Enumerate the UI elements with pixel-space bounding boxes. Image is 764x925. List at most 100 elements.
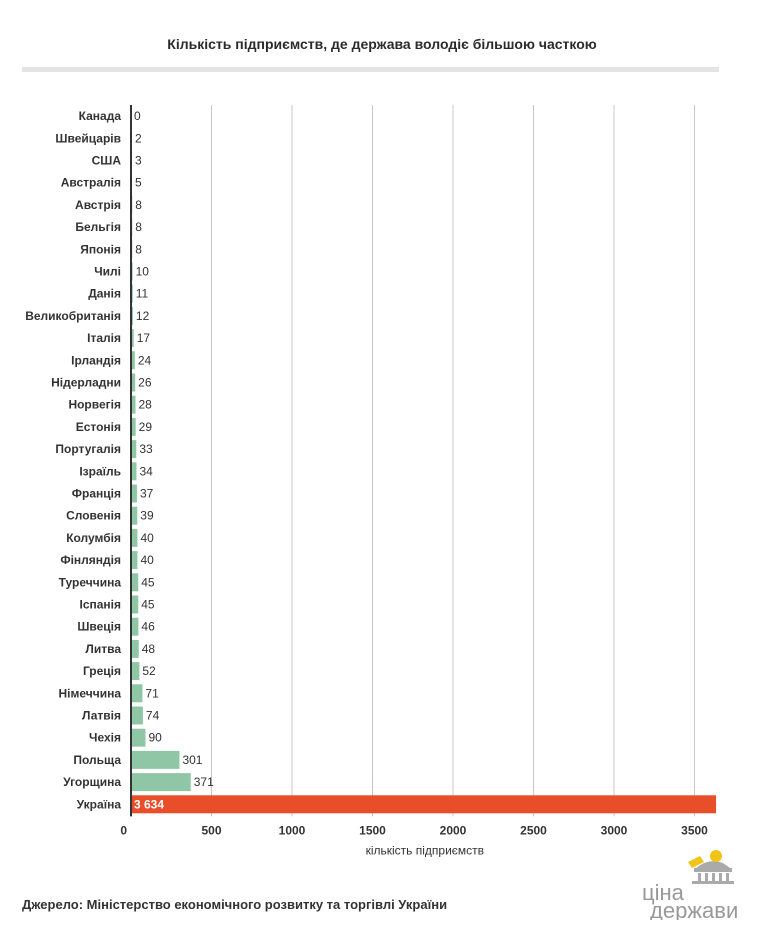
category-label: Туреччина: [59, 575, 122, 589]
bar: [131, 728, 146, 747]
value-label: 301: [182, 753, 202, 767]
category-labels: Канада Швейцарів США Австралія Австрія Бельгі…: [25, 109, 121, 811]
value-label: 371: [194, 775, 214, 789]
category-label: Нідерладни: [51, 376, 121, 390]
bar: [131, 351, 135, 370]
bar: [131, 773, 191, 792]
value-label: 90: [148, 731, 162, 745]
cina-derzhavy-logo: ціна держави: [642, 850, 738, 920]
x-axis-title: кількість підприємств: [366, 843, 484, 857]
bar: [131, 395, 136, 414]
value-label: 8: [135, 242, 142, 256]
title-divider: [22, 67, 719, 72]
bar: [131, 417, 136, 436]
bar: [131, 528, 138, 547]
value-label: 12: [136, 309, 150, 323]
category-label: Угорщина: [63, 775, 121, 789]
bar: [131, 706, 143, 725]
value-label: 45: [141, 575, 155, 589]
logo-line1: ціна: [642, 880, 685, 905]
category-label: Австрія: [75, 198, 121, 212]
bar: [131, 595, 139, 614]
value-label: 33: [139, 442, 153, 456]
value-label: 39: [140, 509, 154, 523]
category-label: Литва: [85, 642, 121, 656]
value-label: 29: [139, 420, 153, 434]
category-label: Фінляндія: [60, 553, 121, 567]
x-tick-label: 3500: [681, 823, 708, 837]
value-label: 0: [134, 109, 141, 123]
category-label: Швеція: [77, 620, 121, 634]
value-label: 10: [136, 265, 150, 279]
category-label: Словенія: [66, 509, 121, 523]
source-note: Джерело: Міністерство економічного розви…: [22, 897, 448, 912]
value-label: 46: [141, 620, 155, 634]
value-label: 40: [140, 553, 154, 567]
bar: [131, 484, 137, 503]
category-label: Данія: [88, 287, 121, 301]
value-labels: 0 2 3 5 8 8 8 10 11 12 17 24 26 28 29 33 34 37 39 40 40 45 45 4…: [134, 109, 214, 811]
bars: [131, 129, 717, 814]
category-label: Італія: [87, 331, 121, 345]
category-label: Норвегія: [68, 398, 121, 412]
value-label: 24: [138, 353, 152, 367]
value-label: 34: [139, 464, 153, 478]
category-label: Латвія: [82, 709, 121, 723]
bar: [131, 462, 137, 481]
bar: [131, 506, 138, 525]
parliament-dome-with-coin-icon: [688, 850, 734, 884]
gridlines: [211, 105, 695, 817]
bar: [131, 573, 139, 592]
value-label: 8: [135, 198, 142, 212]
category-label: Польща: [73, 753, 121, 767]
category-label: Швейцарів: [55, 131, 121, 145]
x-tick-label: 1000: [279, 823, 306, 837]
category-label: Ірландія: [71, 353, 121, 367]
x-tick-label: 1500: [359, 823, 386, 837]
category-label: Австралія: [61, 176, 121, 190]
value-label: 3: [135, 154, 142, 168]
category-label: Великобританія: [25, 309, 121, 323]
x-tick-label: 2500: [520, 823, 547, 837]
value-label: 28: [139, 398, 153, 412]
category-label: Греція: [83, 664, 121, 678]
value-label: 71: [145, 686, 159, 700]
x-tick-label: 0: [120, 823, 127, 837]
category-label: Португалія: [55, 442, 121, 456]
category-label: Японія: [80, 242, 121, 256]
bar-chart: Канада Швейцарів США Австралія Австрія Бельгі…: [25, 105, 717, 857]
x-tick-label: 500: [201, 823, 221, 837]
category-label: Чехія: [89, 731, 121, 745]
bar: [131, 551, 138, 570]
value-label: 26: [138, 376, 152, 390]
bar: [131, 684, 143, 703]
category-label: Іспанія: [79, 598, 121, 612]
value-label: 48: [142, 642, 156, 656]
category-label: Естонія: [76, 420, 121, 434]
bar: [131, 440, 137, 459]
value-label: 37: [140, 487, 154, 501]
category-label: Колумбія: [66, 531, 121, 545]
bar: [131, 662, 140, 681]
bar: [131, 617, 139, 636]
category-label: Німеччина: [59, 686, 122, 700]
category-label: Ізраїль: [79, 464, 121, 478]
category-label: Бельгія: [75, 220, 121, 234]
value-label: 45: [141, 598, 155, 612]
bar: [131, 639, 139, 658]
value-label: 11: [136, 287, 149, 301]
category-label: Франція: [72, 487, 121, 501]
bar: [131, 373, 136, 392]
value-label: 5: [135, 176, 142, 190]
value-label: 74: [146, 709, 160, 723]
x-axis-ticks: 0 500 1000 1500 2000 2500 3000 3500: [120, 823, 708, 837]
category-label: Україна: [77, 797, 122, 811]
category-label: США: [92, 154, 122, 168]
x-tick-label: 2000: [440, 823, 467, 837]
bar: [131, 750, 180, 769]
value-label: 2: [135, 131, 142, 145]
chart-title: Кількість підприємств, де держава володі…: [167, 36, 597, 52]
value-label: 8: [135, 220, 142, 234]
value-label: 3 634: [134, 797, 164, 811]
bar: [131, 329, 134, 348]
